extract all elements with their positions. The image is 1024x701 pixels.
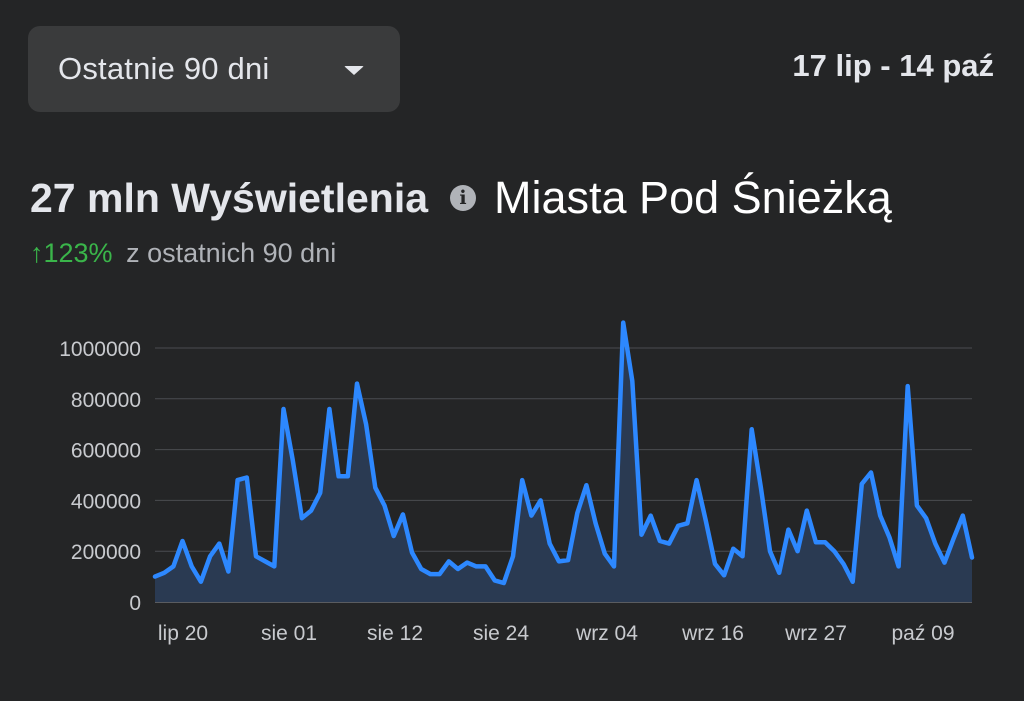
- x-tick-label: lip 20: [158, 622, 208, 645]
- page-name: Miasta Pod Śnieżką: [494, 172, 892, 223]
- date-range-dropdown[interactable]: Ostatnie 90 dni: [28, 26, 400, 112]
- metric-headline: 27 mln Wyświetlenia i Miasta Pod Śnieżką: [30, 172, 892, 224]
- y-tick-label: 600000: [71, 440, 141, 463]
- x-tick-label: sie 24: [473, 622, 529, 645]
- x-tick-label: wrz 16: [681, 622, 744, 645]
- x-tick-label: sie 01: [261, 622, 317, 645]
- info-icon[interactable]: i: [450, 185, 477, 211]
- change-percentage: ↑123%: [30, 238, 113, 268]
- y-tick-label: 1000000: [59, 338, 141, 361]
- x-tick-label: sie 12: [367, 622, 423, 645]
- x-tick-label: wrz 04: [575, 622, 638, 645]
- y-tick-label: 400000: [71, 490, 141, 513]
- x-tick-label: paź 09: [891, 622, 954, 645]
- metric-title: 27 mln Wyświetlenia: [30, 174, 429, 221]
- x-tick-label: wrz 27: [784, 622, 847, 645]
- date-range-dropdown-label: Ostatnie 90 dni: [58, 51, 270, 86]
- y-tick-label: 800000: [71, 389, 141, 412]
- views-area-fill: [155, 322, 972, 602]
- y-tick-label: 0: [129, 592, 141, 615]
- selected-date-range: 17 lip - 14 paź: [792, 48, 994, 83]
- change-period-text: z ostatnich 90 dni: [126, 238, 337, 268]
- y-tick-label: 200000: [71, 541, 141, 564]
- change-summary: ↑123% z ostatnich 90 dni: [30, 238, 336, 269]
- caret-down-icon: [344, 66, 364, 75]
- views-series-line: [152, 320, 975, 586]
